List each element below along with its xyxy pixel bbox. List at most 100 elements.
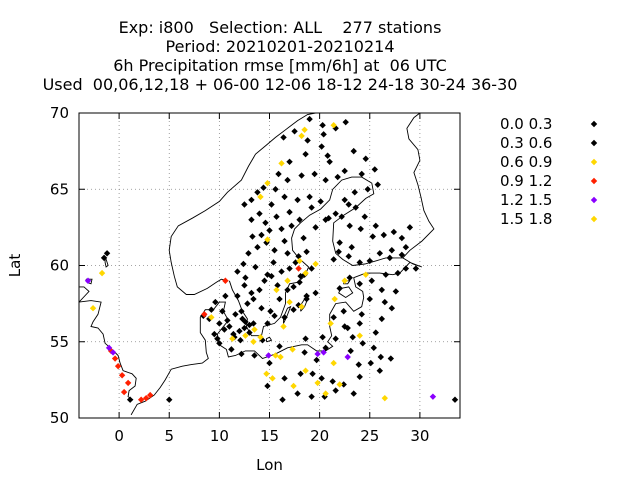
data-point [326,158,333,165]
data-point [303,292,310,300]
data-point [322,344,329,352]
data-point [302,150,309,158]
data-point [278,268,285,275]
data-point [349,333,356,341]
data-point [412,265,420,272]
data-point [320,349,327,356]
data-point [206,315,213,323]
data-point [211,330,218,338]
data-point [382,271,390,278]
data-point [254,244,261,251]
data-point [378,286,385,294]
data-point [303,248,310,255]
data-point [330,359,337,367]
data-point [277,353,284,361]
data-point [126,396,134,403]
coastline [79,286,137,401]
data-point [280,134,287,141]
y-tick-label: 55 [50,333,69,351]
data-point [334,173,341,181]
data-point [239,315,246,323]
data-point [342,118,349,126]
data-point [376,367,383,374]
data-point [366,295,373,303]
data-point [249,233,256,240]
data-point [294,196,301,204]
data-point [271,247,278,254]
data-point [240,260,247,268]
data-point [346,222,353,230]
data-point [114,362,122,370]
data-point [320,131,327,138]
data-point [245,250,252,257]
data-point [242,332,249,339]
x-tick-label: 20 [310,427,329,445]
data-point [264,236,271,243]
data-point [380,231,387,239]
x-tick-label: 30 [410,427,429,445]
data-point [300,234,307,242]
coastline [228,176,403,337]
legend: 0.0 0.30.3 0.60.6 0.90.9 1.21.2 1.51.5 1… [500,115,598,228]
data-point [304,137,311,144]
data-point [336,381,343,388]
data-point [251,326,258,333]
data-point [264,271,271,278]
data-point [429,393,437,400]
data-point [271,312,278,320]
data-point [228,346,235,353]
legend-marker [590,215,598,223]
data-point [281,193,288,201]
data-point [250,338,257,345]
data-point [248,216,255,223]
data-point [306,115,313,123]
data-point [241,282,248,289]
data-points [84,115,459,403]
data-point [273,213,280,220]
data-point [402,244,410,251]
legend-marker [590,196,598,204]
data-point [312,260,319,268]
x-tick-label: 25 [360,427,379,445]
coastline [168,113,316,295]
data-point [351,189,358,196]
data-point [350,147,357,155]
data-point [296,257,303,265]
data-point [256,210,263,217]
legend-marker [590,139,598,147]
data-point [279,396,286,403]
data-point [166,396,173,403]
data-point [381,298,389,306]
data-point [356,373,363,381]
data-point [222,292,229,300]
title-line-variable: 6h Precipitation rmse [mm/6h] at 06 UTC [113,56,447,75]
data-point [392,288,400,295]
data-point [370,344,377,352]
data-point [341,277,348,284]
coastline [338,286,354,299]
data-point [281,314,288,321]
data-point [331,295,338,303]
legend-marker [590,158,598,166]
legend-marker [590,177,598,185]
data-point [341,323,348,330]
data-point [295,265,302,272]
data-point [241,201,248,208]
x-tick-label: 15 [260,427,279,445]
data-point [280,323,287,330]
data-point [344,353,351,361]
data-point [269,375,276,382]
data-point [286,158,293,165]
data-point [264,179,271,187]
data-point [120,388,128,396]
data-point [208,306,215,313]
data-point [257,333,264,341]
data-point [272,186,279,193]
data-point [286,208,293,216]
data-point [308,265,315,272]
data-point [230,330,237,338]
data-point [364,186,371,193]
data-point [288,222,295,230]
data-point [260,184,267,191]
data-point [261,277,268,284]
